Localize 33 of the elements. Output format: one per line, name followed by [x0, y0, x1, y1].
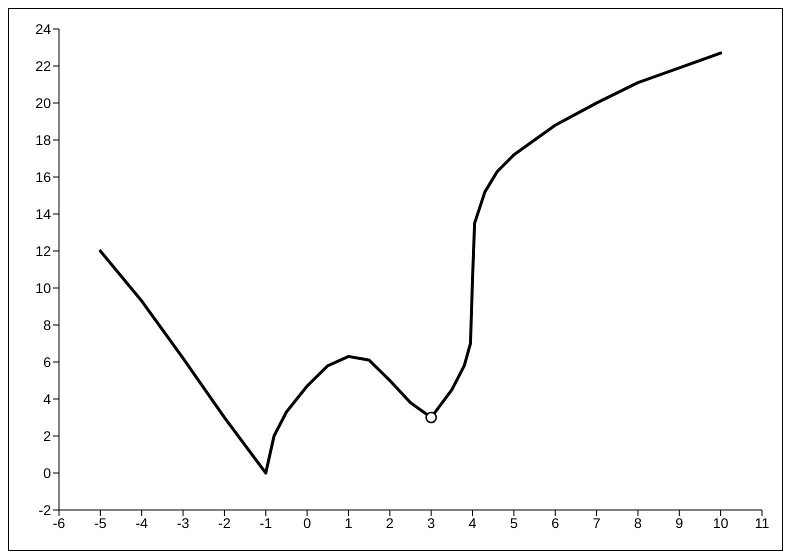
y-tick-label: 0: [43, 464, 52, 481]
x-tick-label: -6: [52, 514, 66, 531]
x-tick-label: 10: [712, 514, 729, 531]
line-series: [98, 52, 722, 474]
y-tick-label: 16: [35, 168, 52, 185]
x-tick-label: -2: [218, 514, 231, 531]
y-tick-label: 20: [35, 94, 52, 111]
x-tick-label: 4: [468, 514, 477, 531]
y-tick-label: -2: [38, 502, 52, 518]
x-tick-label: 7: [592, 514, 601, 531]
x-tick-label: 8: [634, 514, 642, 531]
y-tick-label: 2: [43, 428, 52, 444]
y-tick-label: 8: [43, 316, 52, 333]
y-tick-label: 12: [35, 242, 52, 259]
x-tick-label: 3: [427, 514, 436, 531]
y-tick-label: 22: [35, 58, 52, 74]
y-tick-label: 6: [43, 354, 52, 370]
x-tick-label: -1: [260, 514, 272, 531]
x-tick-label: -5: [94, 514, 107, 531]
x-tick-label: 0: [303, 514, 312, 531]
y-tick-label: 4: [43, 390, 52, 407]
x-tick-label: 2: [386, 514, 394, 531]
y-tick-label: 18: [35, 132, 52, 148]
x-tick-label: 9: [675, 514, 684, 531]
x-tick-label: 11: [754, 514, 770, 531]
y-tick-label: 10: [35, 280, 52, 296]
x-tick-label: 6: [551, 514, 560, 531]
x-tick-label: 5: [510, 514, 518, 531]
x-tick-label: 1: [344, 514, 353, 531]
y-tick-label: 24: [35, 20, 52, 37]
x-tick-label: -4: [135, 514, 148, 531]
x-tick-label: -3: [176, 514, 190, 531]
y-tick-label: 14: [35, 206, 52, 222]
